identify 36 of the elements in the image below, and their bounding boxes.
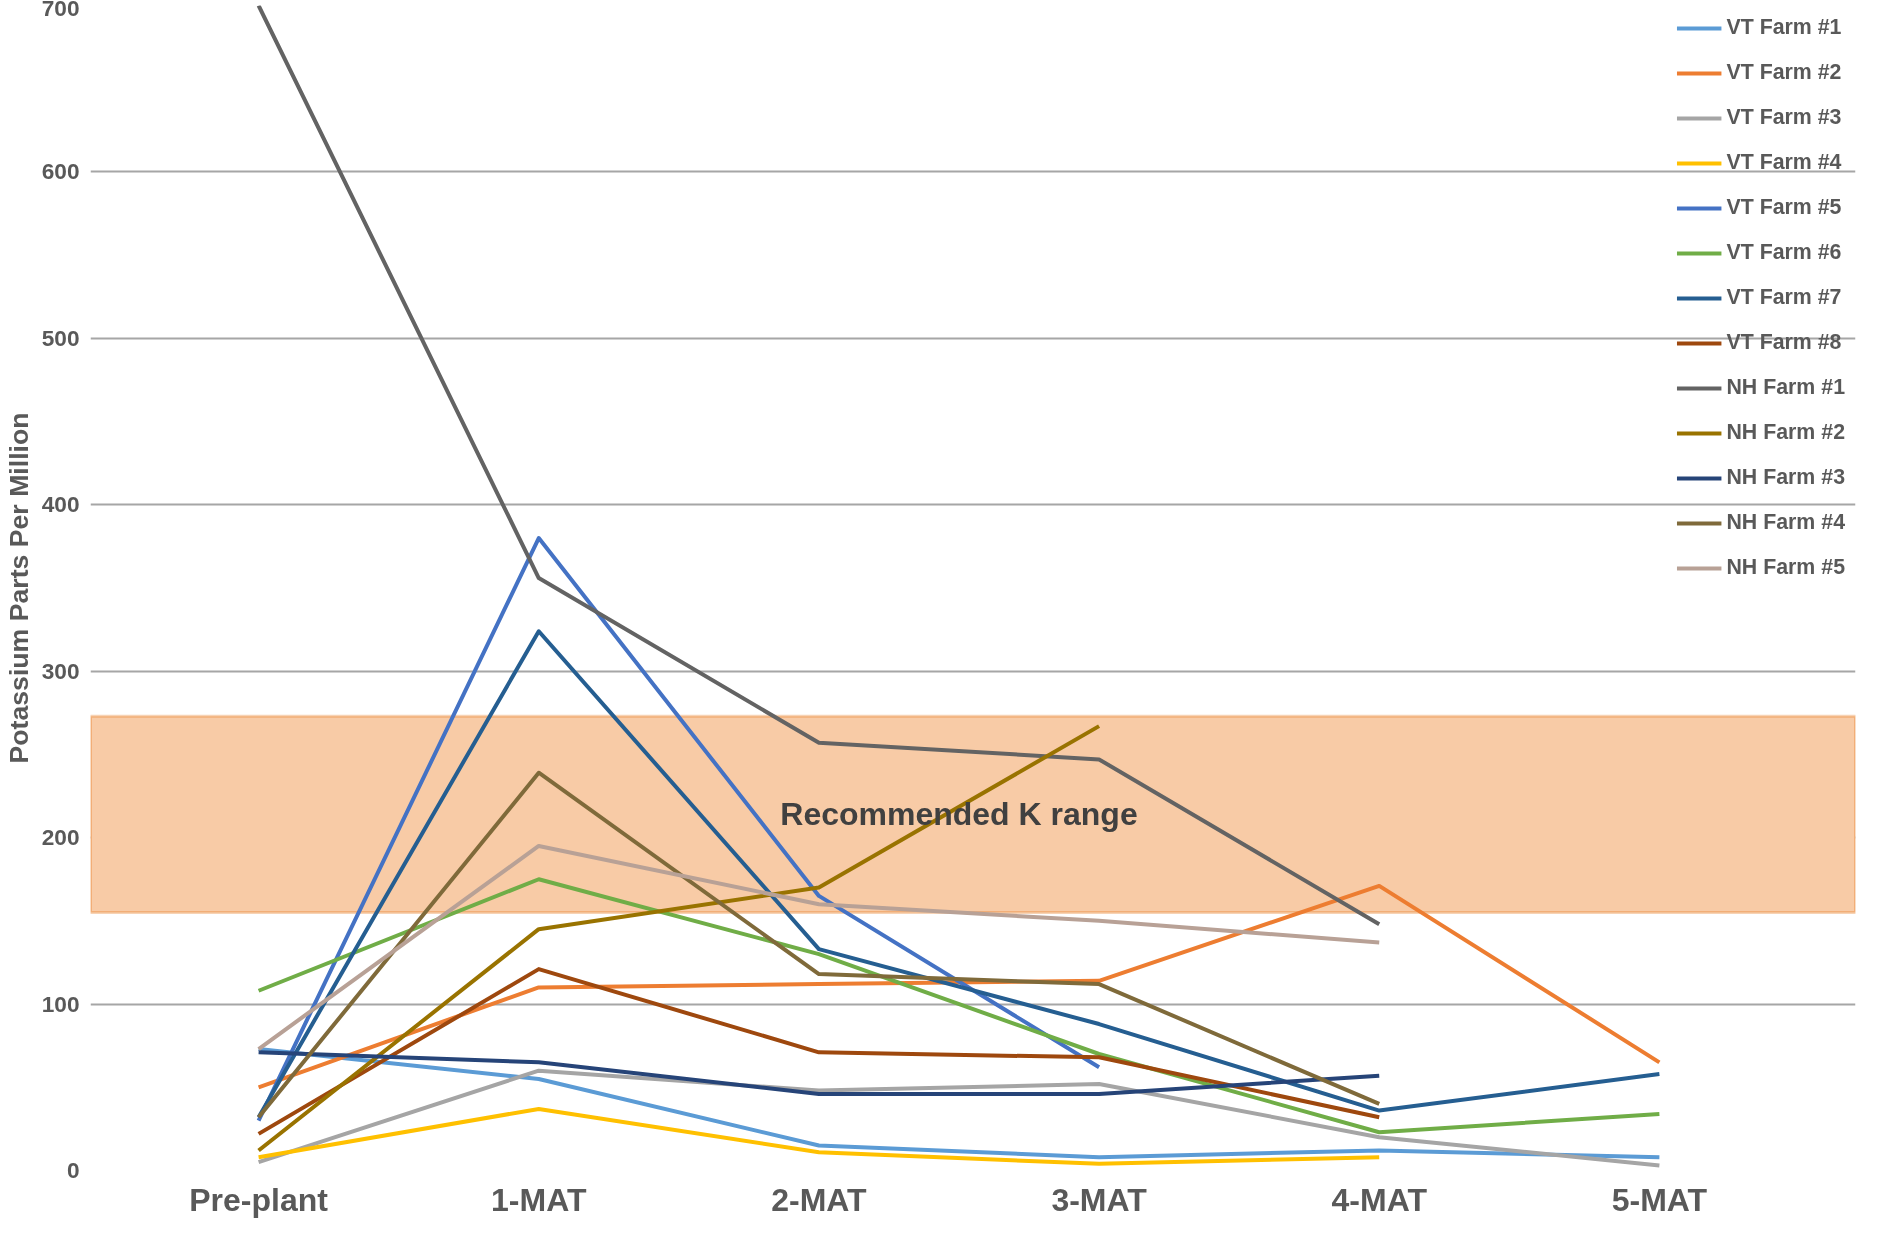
- legend-label: NH Farm #4: [1726, 510, 1845, 535]
- y-tick-label: 400: [41, 491, 80, 518]
- line-series: [256, 629, 1662, 1120]
- y-tick-label: 600: [41, 158, 80, 185]
- legend-label: NH Farm #1: [1726, 375, 1845, 400]
- x-tick-label: 3-MAT: [1051, 1181, 1148, 1218]
- y-tick-label: 500: [41, 324, 80, 351]
- legend-label: VT Farm #4: [1726, 150, 1842, 175]
- y-tick-label: 300: [41, 657, 80, 684]
- y-tick-label: 200: [41, 824, 80, 851]
- legend-label: NH Farm #3: [1726, 465, 1845, 490]
- legend-label: VT Farm #7: [1726, 285, 1842, 310]
- legend-label: VT Farm #8: [1726, 330, 1842, 355]
- legend-label: VT Farm #1: [1726, 15, 1842, 40]
- legend-label: VT Farm #3: [1726, 105, 1842, 130]
- line-series: [256, 967, 1382, 1136]
- y-tick-label: 0: [66, 1157, 80, 1183]
- x-tick-label: 1-MAT: [491, 1181, 587, 1218]
- line-series: [256, 1050, 1382, 1096]
- legend-label: VT Farm #2: [1726, 60, 1842, 85]
- x-tick-label: 2-MAT: [771, 1181, 868, 1218]
- legend-label: VT Farm #6: [1726, 240, 1842, 265]
- y-axis-title: Potassium Parts Per Million: [3, 412, 34, 764]
- x-tick-label: Pre-plant: [189, 1181, 329, 1218]
- line-series: [256, 843, 1382, 1052]
- legend-label: NH Farm #5: [1726, 555, 1845, 580]
- y-tick-label: 700: [41, 0, 80, 21]
- x-tick-label: 5-MAT: [1611, 1181, 1708, 1218]
- line-series: [256, 5, 1382, 927]
- line-series: [256, 1106, 1382, 1166]
- legend-label: NH Farm #2: [1726, 420, 1845, 445]
- x-tick-label: 4-MAT: [1331, 1181, 1428, 1218]
- line-series: [256, 770, 1382, 1120]
- y-tick-label: 100: [41, 990, 80, 1017]
- legend-label: VT Farm #5: [1726, 195, 1842, 220]
- line-series: [256, 877, 1662, 1135]
